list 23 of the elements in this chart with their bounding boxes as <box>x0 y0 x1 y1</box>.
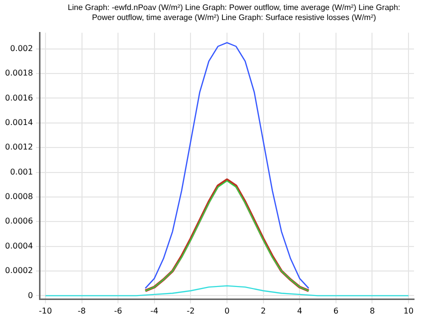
y-tick-label: 0.0018 <box>4 68 33 78</box>
y-tick-label: 0.001 <box>10 167 33 176</box>
y-tick-label: 0 <box>28 290 33 300</box>
y-tick-label: 0.0004 <box>4 241 33 250</box>
x-tick-label: -4 <box>150 306 158 316</box>
y-tick-label: 0.0002 <box>4 266 33 276</box>
chart-title: Line Graph: -ewfd.nPoav (W/m²) Line Graph: Power outflow, time average (W/m²) Line Graph: Power outflow, time average (W/m²) Line Graph: Surface resistive losses (W/m²) <box>66 3 402 24</box>
x-tick-label: -8 <box>78 306 86 316</box>
y-tick-label: 0.0006 <box>4 216 33 226</box>
y-tick-label: 0.0016 <box>4 93 33 102</box>
x-tick-label: -10 <box>38 306 52 316</box>
y-tick-label: 0.0008 <box>4 192 33 202</box>
x-tick-label: 10 <box>403 306 414 316</box>
x-tick-label: -6 <box>114 306 122 316</box>
x-tick-label: 8 <box>370 306 375 316</box>
x-tick-label: 0 <box>224 306 230 316</box>
y-tick-label: 0.0012 <box>4 142 33 152</box>
x-tick-label: 4 <box>297 306 302 316</box>
y-tick-label: 0.002 <box>10 44 33 53</box>
x-tick-label: 2 <box>260 306 266 316</box>
x-tick-label: -2 <box>186 306 195 316</box>
x-tick-label: 6 <box>333 306 338 316</box>
y-tick-label: 0.0014 <box>4 118 33 127</box>
